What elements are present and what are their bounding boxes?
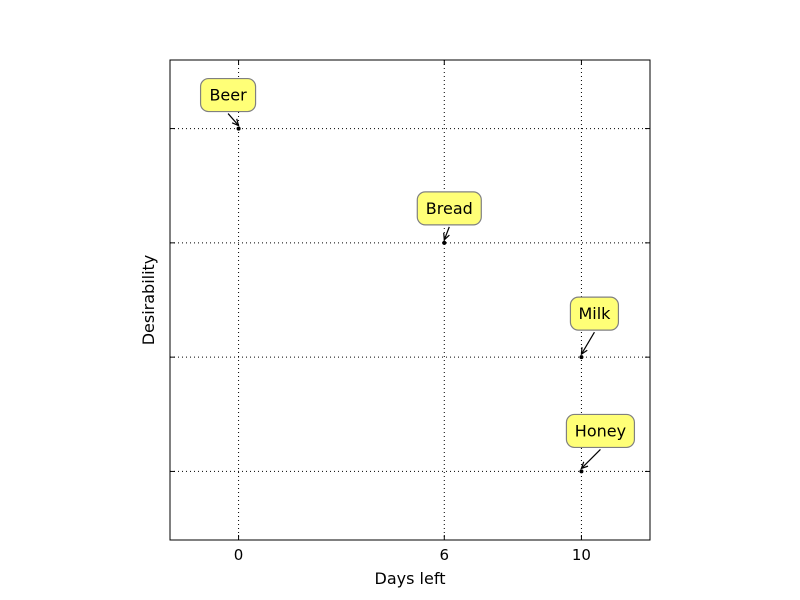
x-tick-label: 10 (572, 546, 591, 564)
annotation-box-honey (565, 413, 636, 449)
y-axis-label: Desirability (139, 255, 158, 346)
annotation-box-beer (199, 77, 257, 113)
annotation-arrow-beer (227, 113, 240, 126)
axis-ticks: 0 6 10 (170, 60, 650, 564)
annotation-box-bread (416, 191, 482, 226)
data-point-bread (442, 240, 447, 245)
x-tick-label: 6 (440, 546, 450, 564)
annotation-arrowhead-bread (443, 232, 450, 242)
annotation-arrowhead-honey (580, 461, 589, 470)
data-point-beer (236, 126, 241, 131)
annotation-arrowhead-milk (580, 347, 588, 356)
data-point-honey (579, 469, 584, 474)
annotation-arrowhead-beer (231, 118, 240, 127)
annotations: Beer Bread Milk Honey (199, 77, 636, 470)
annotation-box-milk (569, 296, 620, 331)
data-point-milk (579, 355, 584, 360)
x-axis-label: Days left (375, 569, 446, 588)
annotation-label-beer: Beer (209, 86, 247, 105)
annotation-label-bread: Bread (426, 199, 473, 218)
annotation-arrow-honey (581, 449, 601, 469)
x-tick-label: 0 (234, 546, 244, 564)
annotation-arrow-milk (580, 331, 595, 355)
data-points (236, 126, 584, 474)
annotation-label-milk: Milk (578, 304, 611, 323)
annotation-label-honey: Honey (575, 421, 626, 440)
annotation-arrow-bread (443, 226, 450, 241)
plot-area (169, 59, 651, 541)
